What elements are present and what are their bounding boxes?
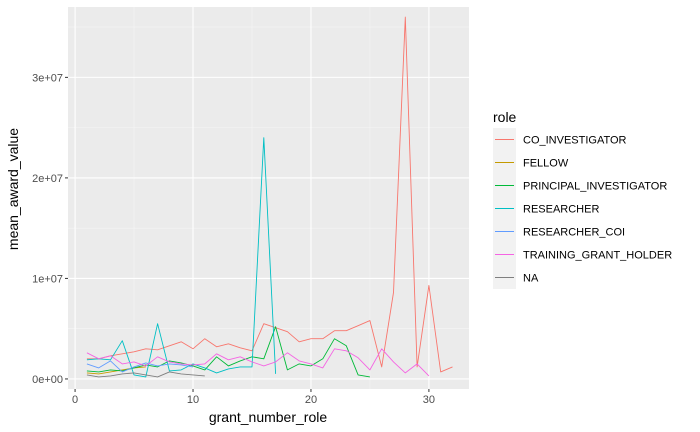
legend-label: CO_INVESTIGATOR bbox=[523, 135, 627, 147]
series-line-na bbox=[86, 371, 205, 378]
x-tick-label: 30 bbox=[423, 394, 435, 406]
x-tick-label: 10 bbox=[187, 394, 199, 406]
legend-label: FELLOW bbox=[523, 158, 569, 170]
series-lines bbox=[86, 16, 453, 378]
legend-label: NA bbox=[523, 273, 539, 285]
y-tick-label: 1e+07 bbox=[32, 273, 63, 285]
x-tick-label: 20 bbox=[305, 394, 317, 406]
minor-gridlines bbox=[68, 7, 469, 389]
y-tick-label: 3e+07 bbox=[32, 72, 63, 84]
series-line-training-grant-holder bbox=[86, 348, 430, 377]
x-tick-label: 0 bbox=[72, 394, 78, 406]
legend: role CO_INVESTIGATOR FELLOW PRINCIPAL_INVE… bbox=[493, 109, 672, 289]
legend-label: RESEARCHER_COI bbox=[523, 227, 625, 239]
series-line-co-investigator bbox=[86, 16, 453, 373]
series-line-researcher-coi bbox=[86, 360, 194, 373]
legend-title: role bbox=[493, 109, 517, 125]
legend-items: CO_INVESTIGATOR FELLOW PRINCIPAL_INVESTIGA… bbox=[493, 128, 672, 289]
plot-panel bbox=[68, 7, 469, 389]
x-axis-title: grant_number_role bbox=[209, 409, 328, 425]
legend-label: PRINCIPAL_INVESTIGATOR bbox=[523, 181, 667, 193]
y-axis-ticks: 0e+00 1e+07 2e+07 3e+07 bbox=[32, 72, 68, 386]
x-axis-ticks: 0 10 20 30 bbox=[72, 389, 435, 406]
series-line-principal-investigator bbox=[86, 326, 370, 378]
legend-label: TRAINING_GRANT_HOLDER bbox=[523, 250, 672, 262]
y-axis-title: mean_award_value bbox=[5, 128, 21, 250]
y-tick-label: 0e+00 bbox=[32, 374, 63, 386]
series-line-researcher bbox=[86, 137, 277, 378]
major-gridlines bbox=[68, 7, 469, 389]
legend-label: RESEARCHER bbox=[523, 204, 599, 216]
y-tick-label: 2e+07 bbox=[32, 173, 63, 185]
